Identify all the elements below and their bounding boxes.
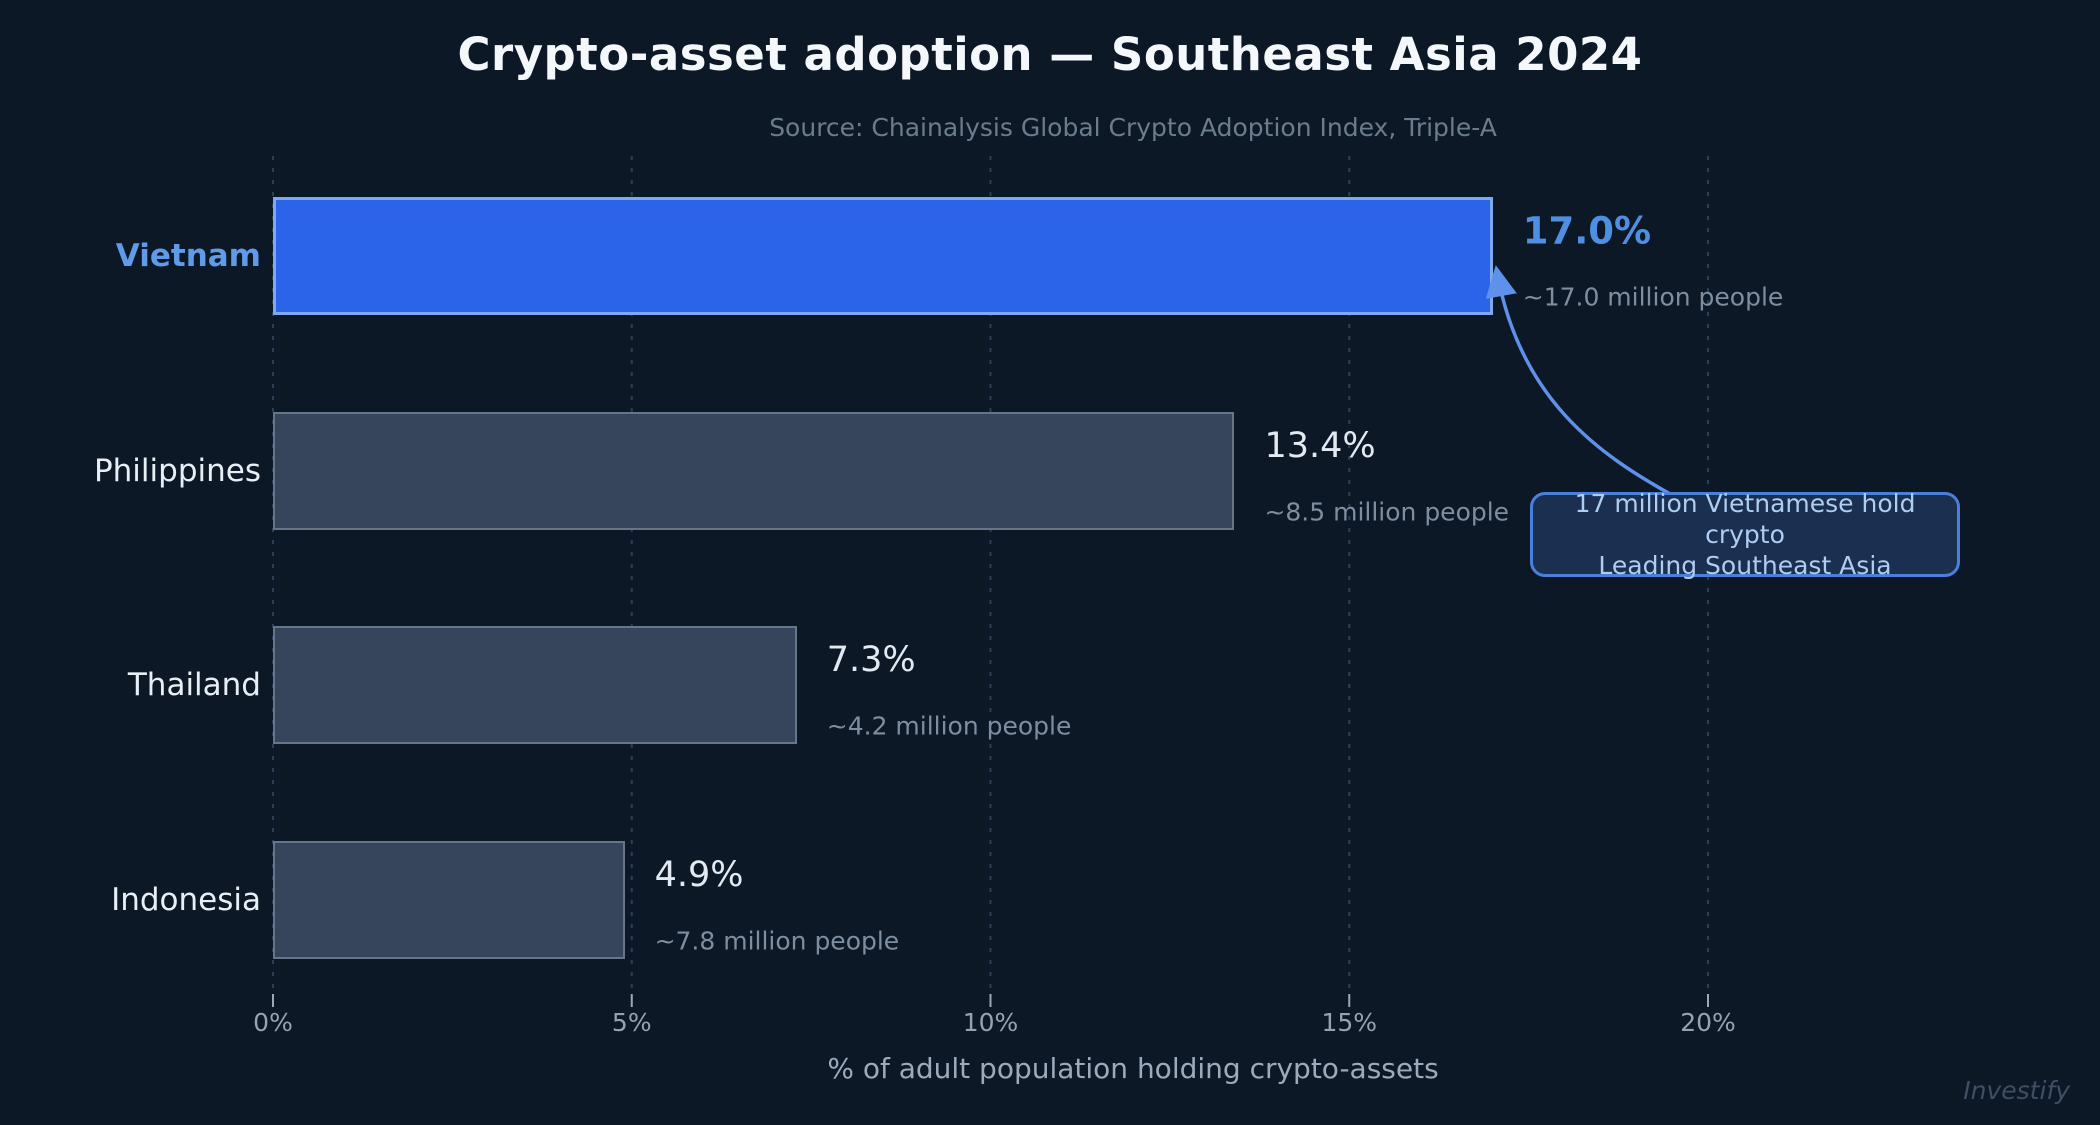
value-label-thailand: 7.3%	[826, 640, 916, 681]
annotation-box: 17 million Vietnamese hold crypto Leadin…	[1530, 489, 1960, 580]
value-label-philippines: 13.4%	[1264, 425, 1376, 466]
category-label-thailand: Thailand	[127, 667, 261, 704]
x-tick-label: 10%	[962, 1008, 1019, 1037]
value-label-indonesia: 4.9%	[654, 855, 744, 896]
x-tick-label: 15%	[1321, 1008, 1378, 1037]
chart-title: Crypto-asset adoption — Southeast Asia 2…	[457, 28, 1643, 81]
bar-thailand	[273, 626, 797, 745]
category-label-vietnam: Vietnam	[115, 238, 261, 274]
value-label-vietnam: 17.0%	[1522, 209, 1652, 253]
x-tick-label: 5%	[611, 1008, 652, 1037]
watermark: Investify	[1963, 1076, 2070, 1105]
people-label-philippines: ~8.5 million people	[1264, 497, 1510, 527]
x-tick-label: 20%	[1680, 1008, 1736, 1037]
category-label-philippines: Philippines	[93, 452, 261, 489]
people-label-thailand: ~4.2 million people	[826, 711, 1072, 741]
bar-philippines	[273, 411, 1235, 530]
people-label-vietnam: ~17.0 million people	[1522, 282, 1784, 312]
annotation-line-2: Leading Southeast Asia	[1598, 551, 1892, 580]
bar-indonesia	[273, 841, 625, 960]
x-tick-label: 0%	[253, 1008, 293, 1037]
annotation-line-1: 17 million Vietnamese hold crypto	[1574, 489, 1916, 549]
x-axis-label: % of adult population holding crypto-ass…	[827, 1052, 1439, 1085]
chart-subtitle: Source: Chainalysis Global Crypto Adopti…	[769, 113, 1497, 142]
category-label-indonesia: Indonesia	[111, 882, 261, 919]
people-label-indonesia: ~7.8 million people	[654, 926, 900, 956]
bar-vietnam	[273, 197, 1493, 315]
